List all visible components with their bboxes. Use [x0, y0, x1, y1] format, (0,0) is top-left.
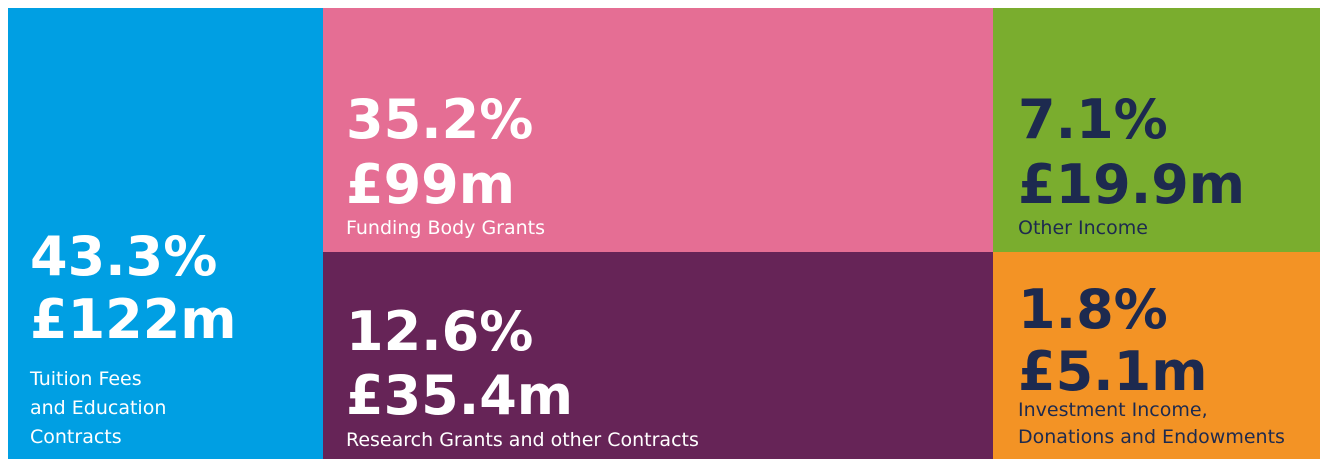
tile-label: Tuition Fees	[29, 368, 142, 390]
tile	[323, 8, 993, 252]
tile-label: Research Grants and other Contracts	[346, 429, 699, 451]
tile-label: Contracts	[30, 426, 122, 448]
tile-amount: £5.1m	[1018, 340, 1208, 403]
tile	[993, 8, 1320, 252]
tile-percent: 35.2%	[346, 88, 533, 151]
tile-label: and Education	[30, 397, 166, 419]
tile	[323, 252, 993, 459]
tile-percent: 7.1%	[1018, 88, 1168, 151]
tile-label: Donations and Endowments	[1018, 426, 1285, 448]
tile-label: Other Income	[1018, 217, 1148, 239]
tile-label: Funding Body Grants	[346, 217, 545, 239]
tile-amount: £19.9m	[1018, 153, 1245, 216]
tile-amount: £99m	[346, 153, 515, 216]
tile-label: Investment Income,	[1018, 399, 1208, 421]
tile-amount: £35.4m	[346, 364, 573, 427]
tile-percent: 12.6%	[346, 300, 533, 363]
tile	[993, 252, 1320, 459]
tile-percent: 1.8%	[1018, 278, 1168, 341]
tile	[8, 8, 323, 459]
tile-percent: 43.3%	[30, 225, 217, 288]
tile-amount: £122m	[30, 288, 237, 351]
